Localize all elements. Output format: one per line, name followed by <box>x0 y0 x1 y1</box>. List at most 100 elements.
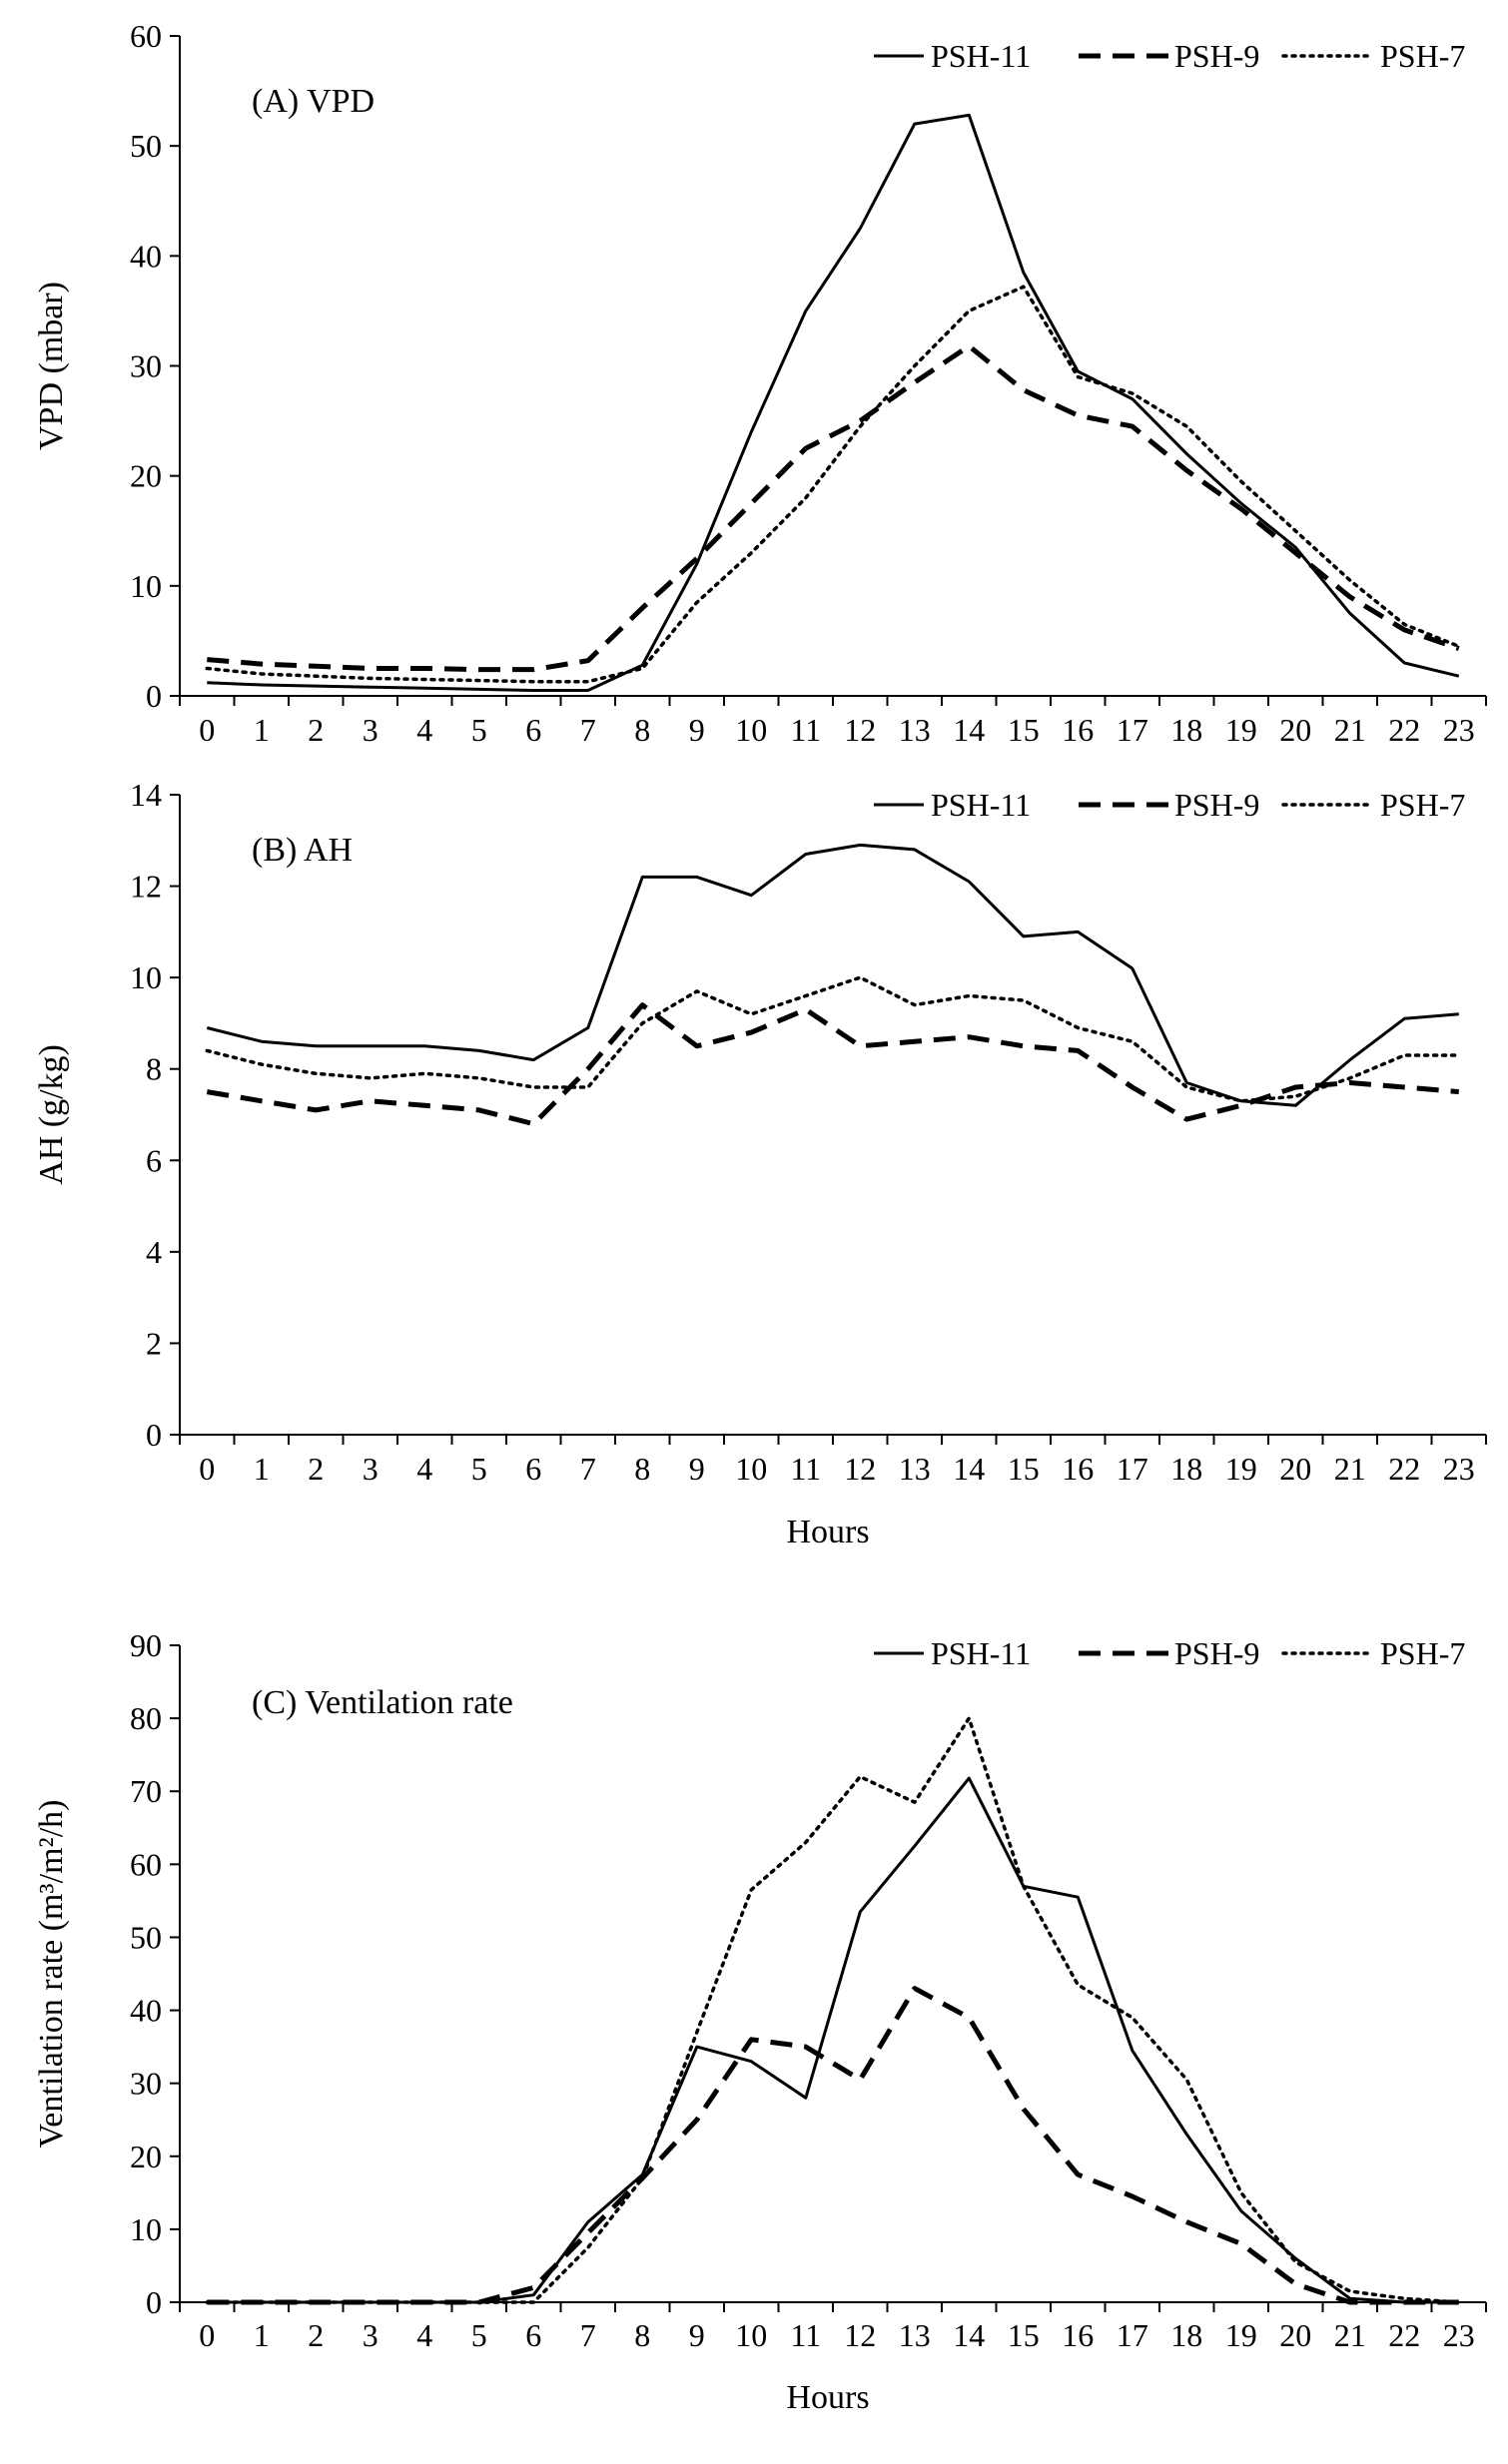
x-tick-label: 10 <box>735 2317 767 2353</box>
x-tick-label: 9 <box>689 1451 705 1487</box>
series-line-psh-7 <box>205 975 1461 1103</box>
x-tick-label: 19 <box>1225 2317 1257 2353</box>
y-tick-label: 80 <box>130 1700 162 1736</box>
x-tick-label: 3 <box>363 712 378 748</box>
x-tick-label: 6 <box>525 712 541 748</box>
legend-label-psh-11: PSH-11 <box>931 787 1031 823</box>
y-axis-title: VPD (mbar) <box>33 282 70 450</box>
x-tick-label: 1 <box>254 712 270 748</box>
x-tick-label: 7 <box>580 712 596 748</box>
x-tick-label: 5 <box>471 1451 487 1487</box>
y-tick-label: 2 <box>146 1325 162 1361</box>
x-tick-label: 7 <box>580 2317 596 2353</box>
x-tick-label: 23 <box>1443 712 1475 748</box>
x-tick-label: 22 <box>1388 2317 1420 2353</box>
x-tick-label: 16 <box>1062 712 1094 748</box>
y-tick-label: 6 <box>146 1142 162 1178</box>
y-tick-label: 20 <box>130 458 162 494</box>
x-tick-label: 8 <box>634 712 650 748</box>
panel-label: (B) AH <box>252 832 353 869</box>
panel-label: (C) Ventilation rate <box>252 1684 513 1721</box>
series-line-psh-7 <box>205 1716 1461 2304</box>
x-tick-label: 4 <box>416 1451 432 1487</box>
x-tick-label: 0 <box>199 1451 215 1487</box>
x-tick-label: 21 <box>1334 2317 1366 2353</box>
x-tick-label: 11 <box>790 712 821 748</box>
legend-label-psh-7: PSH-7 <box>1380 38 1465 74</box>
y-tick-label: 30 <box>130 2066 162 2102</box>
y-tick-label: 4 <box>146 1234 162 1270</box>
y-tick-label: 14 <box>130 777 162 813</box>
x-tick-label: 13 <box>899 2317 931 2353</box>
series-line-psh-11 <box>207 1776 1459 2304</box>
x-tick-label: 20 <box>1279 1451 1311 1487</box>
x-tick-label: 12 <box>844 712 876 748</box>
x-tick-label: 22 <box>1388 712 1420 748</box>
legend-label-psh-11: PSH-11 <box>931 1635 1031 1671</box>
x-tick-label: 15 <box>1008 712 1040 748</box>
y-tick-label: 12 <box>130 869 162 905</box>
y-tick-label: 90 <box>130 1627 162 1663</box>
y-tick-label: 8 <box>146 1051 162 1087</box>
y-tick-label: 0 <box>146 678 162 714</box>
x-tick-label: 3 <box>363 2317 378 2353</box>
y-tick-label: 0 <box>146 2284 162 2320</box>
x-tick-label: 0 <box>199 2317 215 2353</box>
y-tick-label: 60 <box>130 18 162 54</box>
y-tick-label: 40 <box>130 238 162 274</box>
x-tick-label: 15 <box>1008 2317 1040 2353</box>
x-tick-label: 16 <box>1062 1451 1094 1487</box>
x-tick-label: 15 <box>1008 1451 1040 1487</box>
legend: PSH-11 PSH-9 PSH-7 <box>874 787 1465 823</box>
y-tick-label: 20 <box>130 2139 162 2174</box>
y-tick-label: 60 <box>130 1846 162 1882</box>
x-tick-label: 6 <box>525 1451 541 1487</box>
x-tick-label: 5 <box>471 2317 487 2353</box>
x-tick-label: 17 <box>1117 712 1148 748</box>
y-tick-label: 50 <box>130 1919 162 1955</box>
x-tick-label: 2 <box>308 1451 324 1487</box>
x-tick-label: 18 <box>1170 1451 1202 1487</box>
x-tick-label: 23 <box>1443 1451 1475 1487</box>
x-tick-label: 10 <box>735 1451 767 1487</box>
x-tick-label: 0 <box>199 712 215 748</box>
y-tick-label: 10 <box>130 2211 162 2247</box>
x-tick-label: 18 <box>1170 2317 1202 2353</box>
x-tick-label: 19 <box>1225 712 1257 748</box>
x-tick-label: 21 <box>1334 712 1366 748</box>
x-tick-label: 12 <box>844 2317 876 2353</box>
series-line-psh-11 <box>207 113 1460 692</box>
x-tick-label: 22 <box>1388 1451 1420 1487</box>
x-tick-label: 21 <box>1334 1451 1366 1487</box>
x-tick-label: 2 <box>308 712 324 748</box>
legend-label-psh-9: PSH-9 <box>1174 1635 1259 1671</box>
x-tick-label: 5 <box>471 712 487 748</box>
x-tick-label: 11 <box>790 2317 821 2353</box>
y-tick-label: 0 <box>146 1417 162 1453</box>
y-tick-label: 10 <box>130 959 162 995</box>
x-tick-label: 11 <box>790 1451 821 1487</box>
y-tick-label: 10 <box>130 568 162 604</box>
legend: PSH-11 PSH-9 PSH-7 <box>874 1635 1465 1671</box>
x-tick-label: 17 <box>1117 1451 1148 1487</box>
x-tick-label: 1 <box>254 1451 270 1487</box>
x-tick-label: 20 <box>1279 2317 1311 2353</box>
panel-label: (A) VPD <box>252 83 375 120</box>
x-tick-label: 2 <box>308 2317 324 2353</box>
y-tick-label: 50 <box>130 128 162 164</box>
x-tick-label: 12 <box>844 1451 876 1487</box>
x-axis-title: Hours <box>786 1514 869 1550</box>
series-line-psh-9 <box>207 343 1460 673</box>
x-tick-label: 4 <box>416 712 432 748</box>
x-tick-label: 13 <box>899 712 931 748</box>
y-axis-title: AH (g/kg) <box>33 1044 70 1185</box>
x-tick-label: 18 <box>1170 712 1202 748</box>
x-tick-label: 19 <box>1225 1451 1257 1487</box>
x-tick-label: 8 <box>634 1451 650 1487</box>
x-tick-label: 16 <box>1062 2317 1094 2353</box>
series-line-psh-9 <box>207 1986 1459 2305</box>
